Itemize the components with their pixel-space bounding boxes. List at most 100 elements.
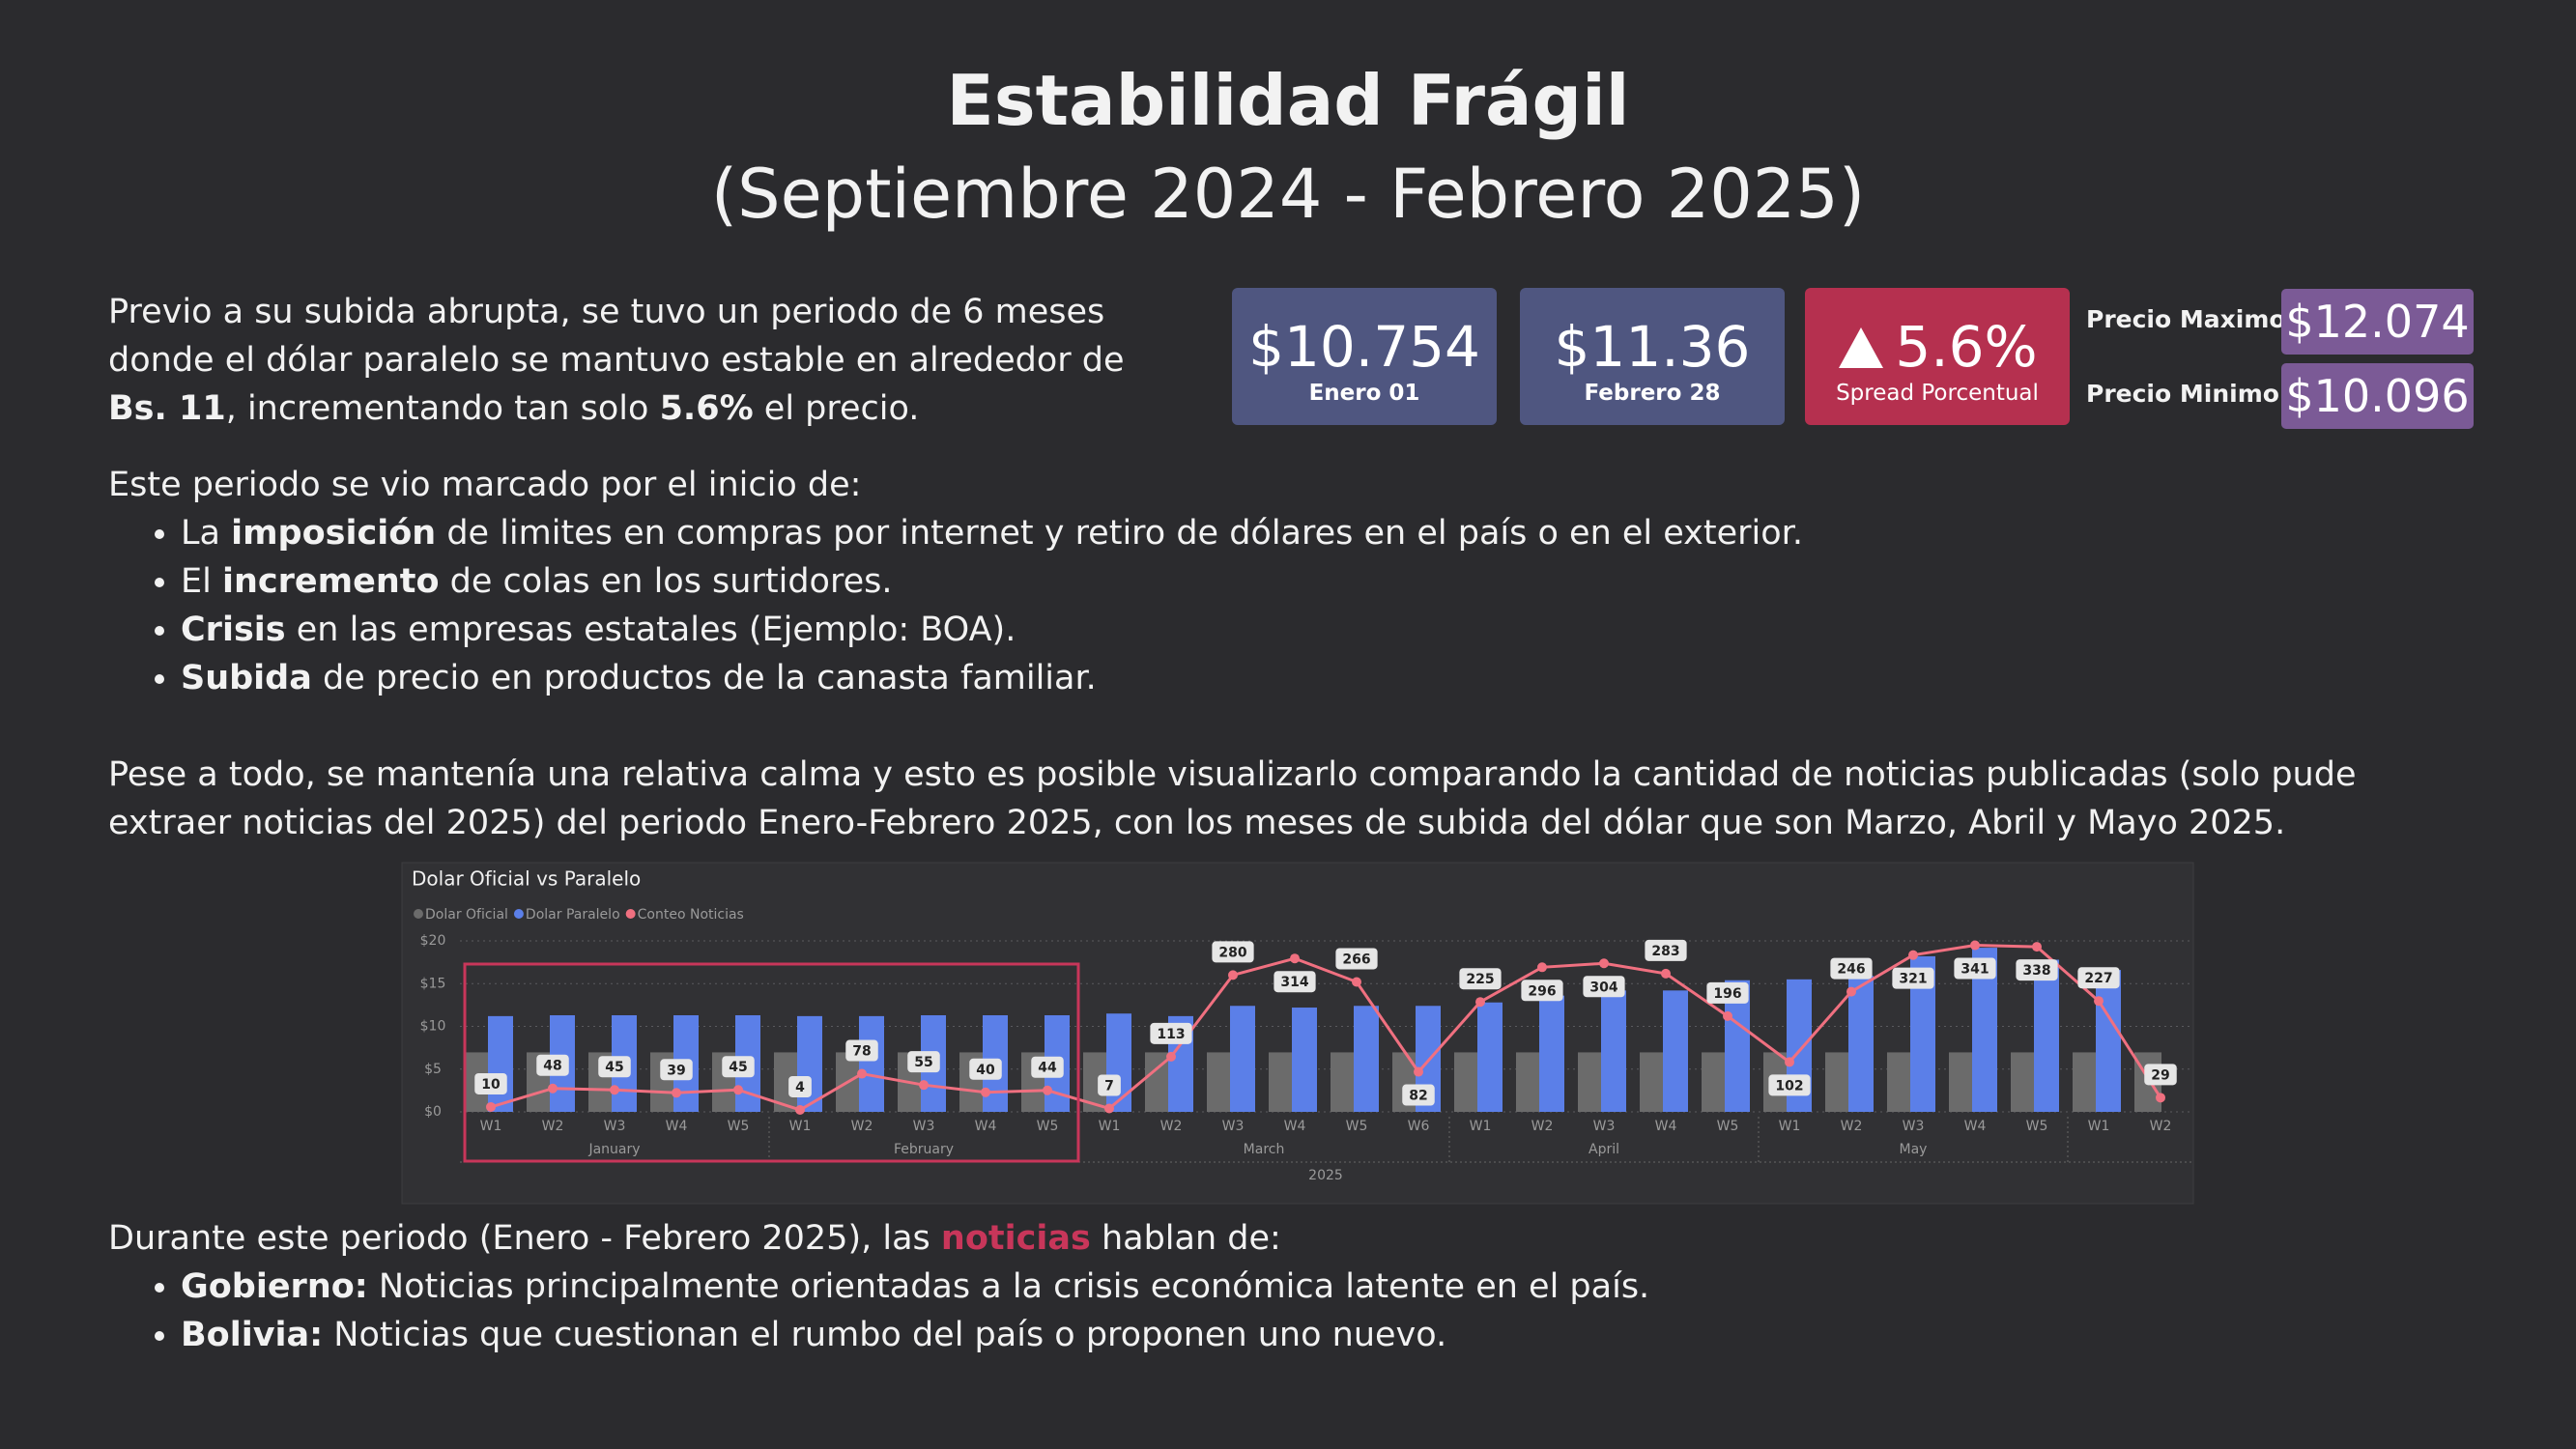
year-label: 2025 xyxy=(1308,1168,1343,1183)
legend-label: Dolar Paralelo xyxy=(526,907,620,923)
text: de precio en productos de la canasta fam… xyxy=(311,659,1097,697)
data-label-bg xyxy=(1583,976,1625,998)
bar xyxy=(1887,1052,1914,1112)
y-tick-label: $0 xyxy=(424,1104,442,1120)
list-item: Subida de precio en productos de la cana… xyxy=(181,654,2476,702)
line-point xyxy=(1352,977,1361,987)
data-label-bg xyxy=(474,1072,507,1094)
data-label: 45 xyxy=(729,1060,747,1075)
data-label: 78 xyxy=(852,1044,871,1060)
bar xyxy=(1578,1052,1605,1112)
bar xyxy=(2073,1052,2100,1112)
list-item: La imposición de limites en compras por … xyxy=(181,509,2476,557)
bar xyxy=(1354,1006,1379,1112)
line-point xyxy=(1414,1066,1423,1077)
x-tick-label: W1 xyxy=(789,1119,812,1134)
line-point xyxy=(981,1087,990,1097)
bar xyxy=(1640,1052,1667,1112)
kpi-value: $10.754 xyxy=(1248,314,1480,380)
events-section: Este periodo se vio marcado por el inici… xyxy=(108,461,2476,702)
text: Noticias que cuestionan el rumbo del paí… xyxy=(323,1316,1447,1354)
bold-text: Subida xyxy=(181,659,312,697)
data-label-bg xyxy=(1335,948,1378,970)
legend-swatch xyxy=(625,909,636,919)
data-label-bg xyxy=(1830,957,1873,980)
data-label: 341 xyxy=(1961,962,1989,978)
x-tick-label: W6 xyxy=(1408,1119,1430,1134)
list-item: Gobierno: Noticias principalmente orient… xyxy=(181,1263,2476,1311)
subtitle: (Septiembre 2024 - Febrero 2025) xyxy=(710,155,1866,234)
data-label-bg xyxy=(788,1075,812,1097)
bar xyxy=(1454,1052,1481,1112)
legend-label: Dolar Oficial xyxy=(425,907,508,923)
data-label: 39 xyxy=(667,1063,685,1078)
data-label: 4 xyxy=(795,1080,805,1095)
data-label-bg xyxy=(660,1059,693,1081)
data-label-bg xyxy=(1954,957,1996,980)
bar xyxy=(1949,1052,1976,1112)
chart-title: Dolar Oficial vs Paralelo xyxy=(412,867,641,891)
month-label: May xyxy=(1900,1142,1928,1157)
x-tick-label: W5 xyxy=(1717,1119,1739,1134)
data-label-bg xyxy=(969,1058,1002,1080)
legend-swatch xyxy=(414,909,423,919)
text: en las empresas estatales (Ejemplo: BOA)… xyxy=(285,611,1016,649)
data-label: 113 xyxy=(1157,1027,1185,1042)
line-point xyxy=(486,1101,496,1112)
data-label: 304 xyxy=(1589,980,1617,995)
kpi-card: 5.6% Spread Porcentual xyxy=(1805,288,2070,425)
kpi-label: Spread Porcentual xyxy=(1836,381,2039,406)
data-label-bg xyxy=(845,1039,878,1062)
list-item: Bolivia: Noticias que cuestionan el rumb… xyxy=(181,1311,2476,1359)
text: hablan de: xyxy=(1090,1219,1281,1258)
x-tick-label: W4 xyxy=(1655,1119,1677,1134)
price-value: $10.096 xyxy=(2281,363,2474,429)
line-point xyxy=(672,1088,681,1098)
data-label-bg xyxy=(1768,1074,1811,1096)
text: Noticias principalmente orientadas a la … xyxy=(367,1267,1650,1306)
text: Durante este periodo (Enero - Febrero 20… xyxy=(108,1219,941,1258)
legend-swatch xyxy=(513,909,524,919)
x-tick-label: W3 xyxy=(1222,1119,1245,1134)
line-point xyxy=(857,1068,867,1079)
kpi-value: 5.6% xyxy=(1895,314,2038,380)
news-lead: Durante este periodo (Enero - Febrero 20… xyxy=(108,1214,2476,1263)
line-point xyxy=(1290,953,1300,964)
x-tick-label: W2 xyxy=(542,1119,564,1134)
x-tick-label: W1 xyxy=(2088,1119,2110,1134)
bold-text: 5.6% xyxy=(659,389,754,428)
data-label-bg xyxy=(1031,1056,1064,1078)
data-label-bg xyxy=(1402,1084,1435,1106)
line-point xyxy=(1537,962,1547,973)
bar xyxy=(488,1015,513,1112)
line-point xyxy=(795,1104,805,1115)
line-point xyxy=(1228,970,1238,980)
data-label: 321 xyxy=(1899,972,1927,987)
x-tick-label: W3 xyxy=(604,1119,626,1134)
data-label-bg xyxy=(1706,981,1749,1004)
highlight-box xyxy=(463,962,1080,1163)
data-label-bg xyxy=(1645,939,1687,961)
bar xyxy=(1292,1008,1317,1112)
line-point xyxy=(2032,942,2042,952)
x-tick-label: W1 xyxy=(1779,1119,1801,1134)
data-label: 196 xyxy=(1713,986,1741,1002)
data-label-bg xyxy=(2016,959,2058,981)
data-label-bg xyxy=(722,1056,755,1078)
line-point xyxy=(919,1080,929,1091)
data-label-bg xyxy=(1521,980,1563,1002)
bold-text: incremento xyxy=(221,562,440,601)
line-point xyxy=(733,1085,743,1095)
line-point xyxy=(1599,958,1609,969)
context-paragraph: Pese a todo, se mantenía una relativa ca… xyxy=(108,751,2485,847)
bar xyxy=(2011,1052,2038,1112)
month-label: January xyxy=(587,1142,640,1157)
data-label-bg xyxy=(536,1054,569,1076)
bar xyxy=(1477,1002,1503,1112)
line-point xyxy=(548,1083,558,1094)
data-label: 102 xyxy=(1775,1078,1803,1094)
x-tick-label: W5 xyxy=(728,1119,750,1134)
bar xyxy=(859,1015,884,1112)
line-point xyxy=(2156,1093,2165,1103)
